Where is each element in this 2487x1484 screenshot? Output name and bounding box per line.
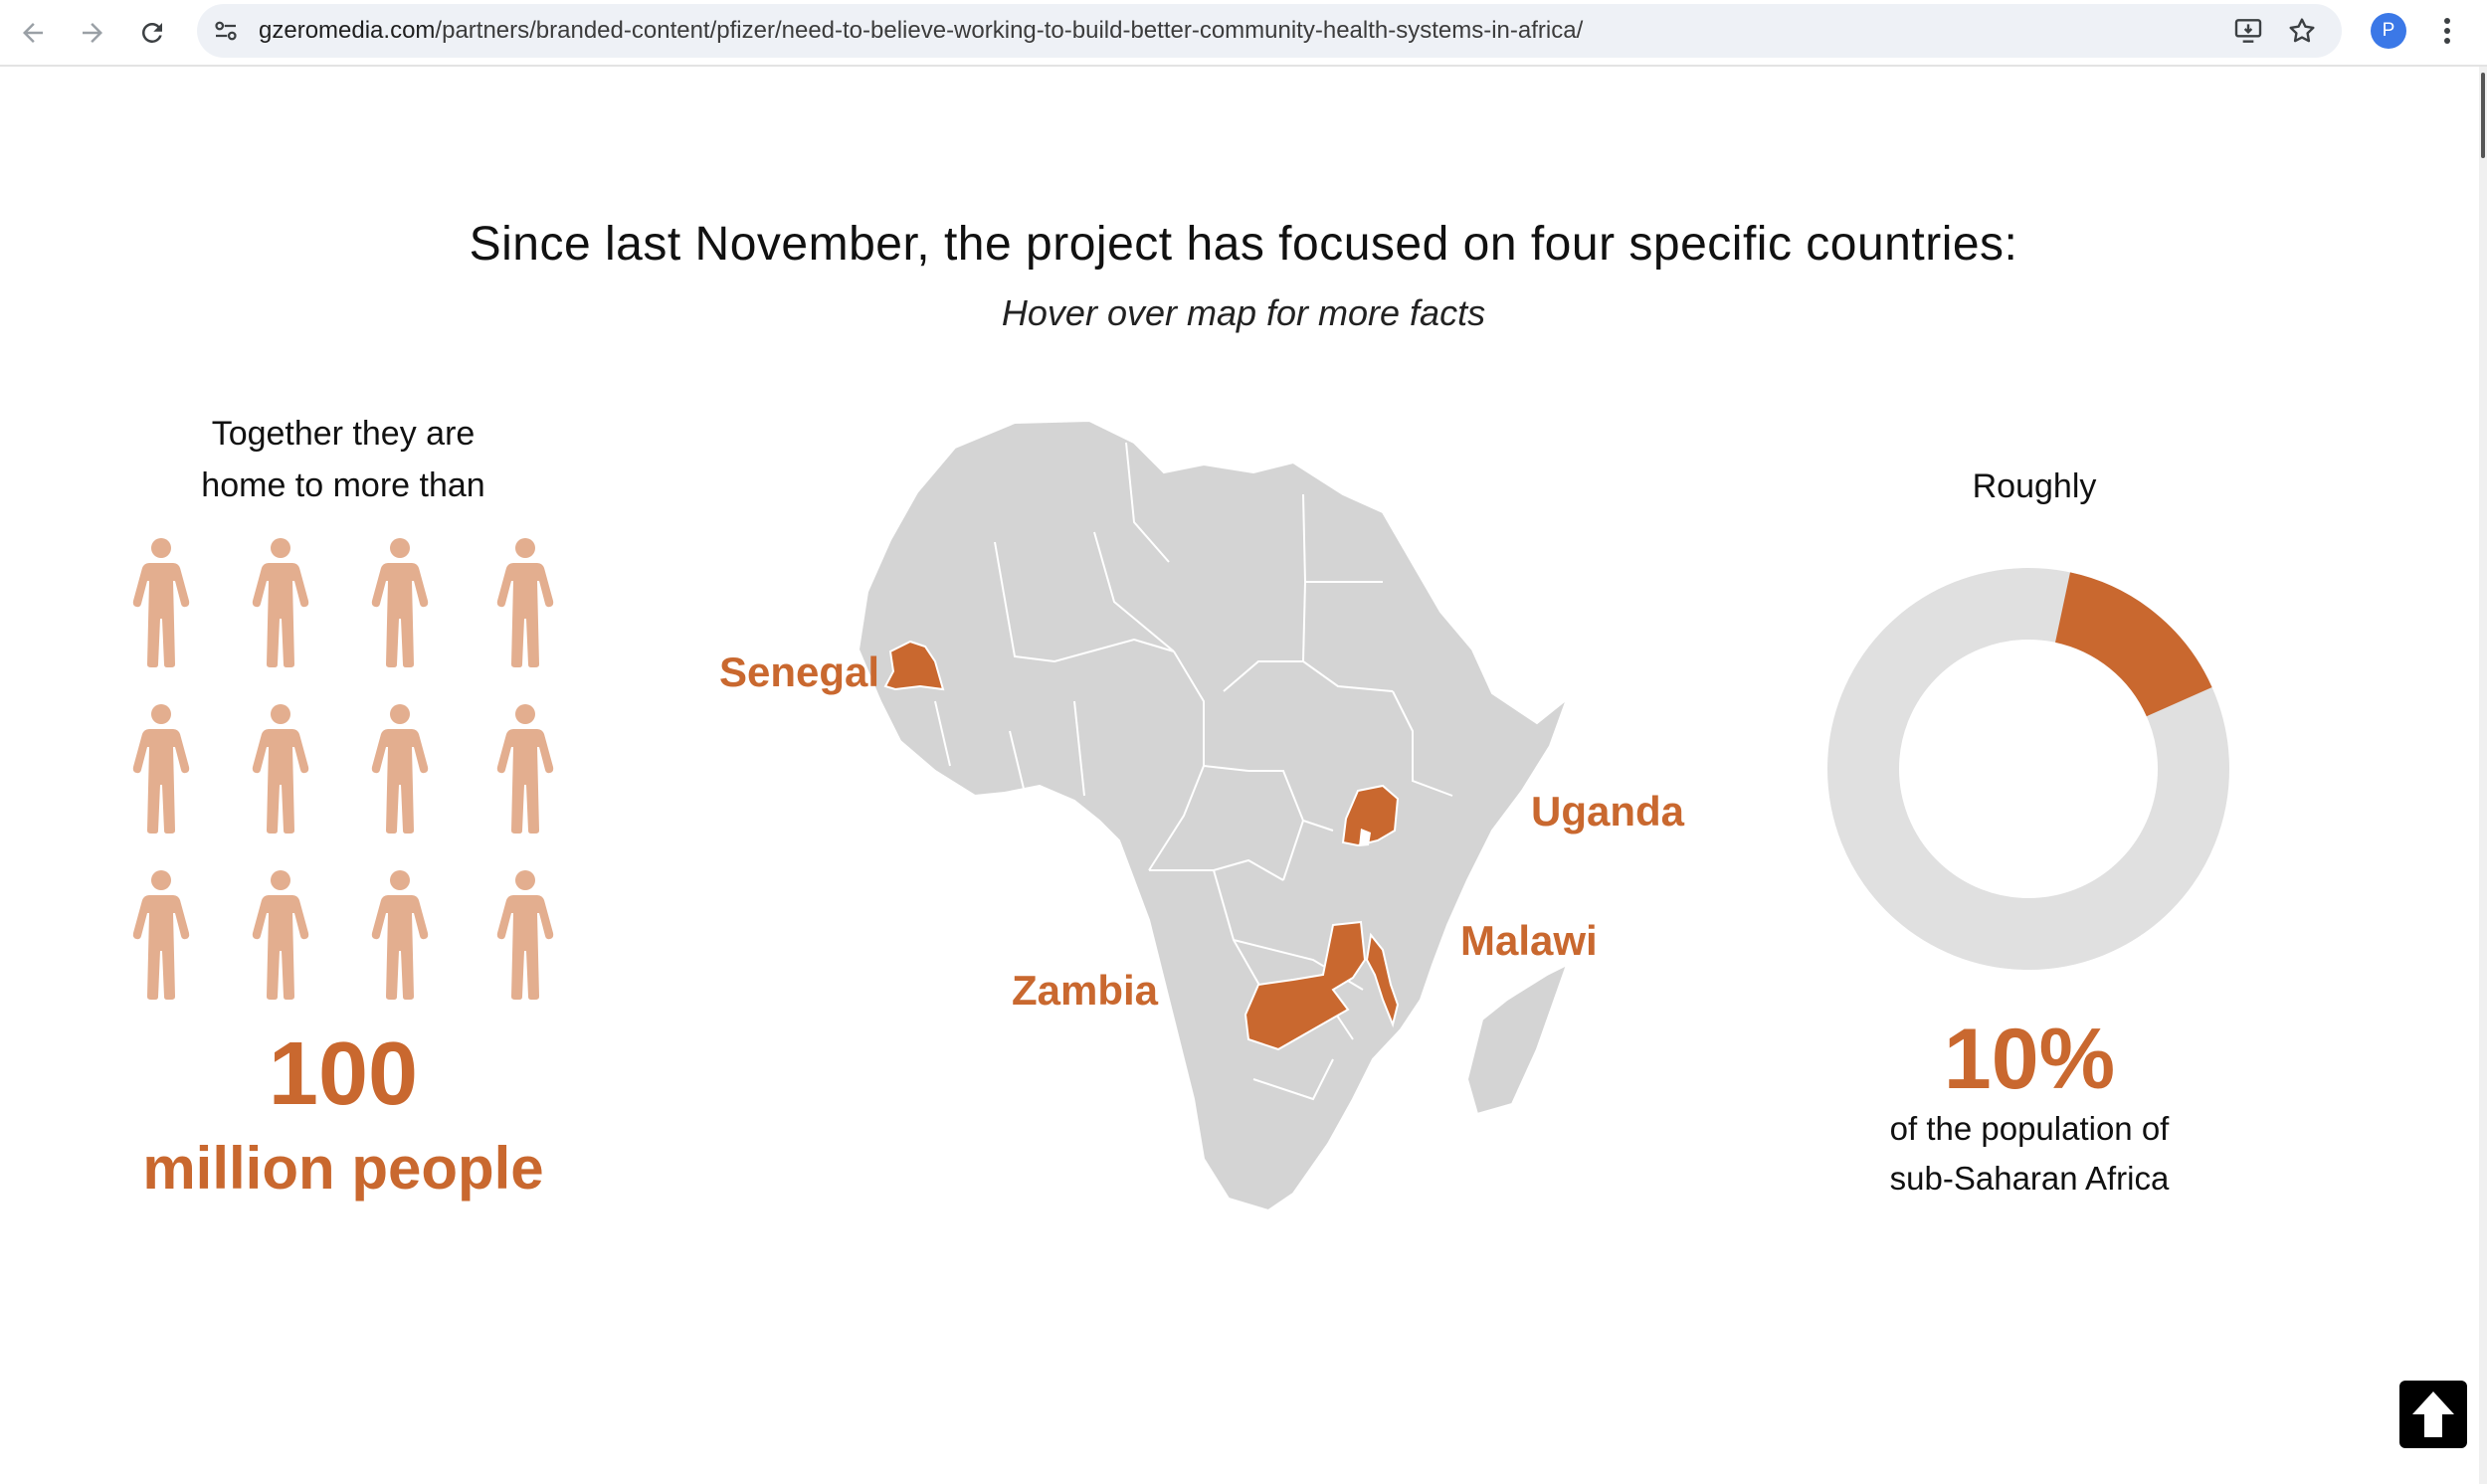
address-bar[interactable]: gzeromedia.com/partners/branded-content/… (197, 4, 2342, 58)
country-label-malawi[interactable]: Malawi (1460, 917, 1598, 964)
population-intro-line2: home to more than (201, 466, 485, 504)
person-icon (371, 870, 429, 1000)
page-scrollbar[interactable] (2479, 67, 2487, 1484)
person-icon (496, 704, 554, 834)
share-percent: 10% (1943, 1012, 2116, 1107)
population-unit: million people (142, 1135, 544, 1202)
population-intro-line1: Together they are (211, 415, 476, 453)
donut-track (1827, 568, 2229, 970)
person-icon (252, 870, 309, 1000)
share-description-line1: of the population of (1889, 1110, 2170, 1147)
site-settings-icon[interactable] (211, 16, 241, 46)
person-icon (132, 538, 190, 667)
highlighted-countries[interactable] (883, 640, 1400, 1051)
profile-avatar[interactable]: P (2371, 13, 2406, 49)
map-hint: Hover over map for more facts (1001, 292, 1486, 333)
zambia-shape[interactable] (1244, 920, 1367, 1051)
person-icon (496, 538, 554, 667)
africa-map[interactable] (696, 403, 1691, 1228)
back-button[interactable] (10, 10, 56, 56)
people-icon-grid (131, 537, 569, 1005)
scrollbar-thumb[interactable] (2481, 73, 2485, 158)
share-intro: Roughly (1972, 467, 2097, 505)
arrow-right-icon (83, 23, 102, 43)
person-icon (132, 704, 190, 834)
malawi-shape[interactable] (1365, 932, 1400, 1028)
arrow-up-icon (2412, 1391, 2454, 1437)
url-text[interactable]: gzeromedia.com/partners/branded-content/… (259, 17, 1583, 45)
madagascar-shape (1465, 962, 1569, 1116)
install-app-icon[interactable] (2232, 15, 2264, 47)
reload-button[interactable] (129, 10, 175, 56)
population-number: 100 (268, 1024, 419, 1124)
forward-button[interactable] (70, 10, 115, 56)
bookmark-star-icon[interactable] (2286, 15, 2318, 47)
person-icon (252, 538, 309, 667)
donut-segment (1827, 568, 2229, 970)
share-description-line2: sub-Saharan Africa (1889, 1160, 2170, 1197)
person-icon (132, 870, 190, 1000)
scroll-to-top-button[interactable] (2399, 1381, 2467, 1448)
lake-victoria-shape (1359, 829, 1371, 846)
browser-menu-button[interactable] (2427, 11, 2467, 51)
reload-icon (142, 22, 162, 43)
share-description: of the population of sub-Saharan Africa (1820, 1104, 2238, 1204)
arrow-left-icon (23, 23, 43, 43)
page-headline: Since last November, the project has foc… (469, 218, 2018, 271)
kebab-menu-icon (2444, 18, 2450, 44)
person-icon (371, 704, 429, 834)
africa-landmass (857, 419, 1570, 1212)
person-icon (496, 870, 554, 1000)
country-label-senegal[interactable]: Senegal (719, 649, 880, 695)
browser-toolbar: gzeromedia.com/partners/branded-content/… (0, 0, 2487, 67)
url-host: gzeromedia.com (259, 17, 436, 44)
country-label-uganda[interactable]: Uganda (1531, 788, 1685, 835)
population-intro: Together they are home to more than (129, 408, 557, 511)
url-path: /partners/branded-content/pfizer/need-to… (435, 17, 1584, 44)
person-icon (252, 704, 309, 834)
uganda-shape[interactable] (1341, 784, 1400, 847)
senegal-shape[interactable] (883, 640, 945, 691)
africa-mainland (857, 419, 1570, 1212)
person-icon (371, 538, 429, 667)
country-label-zambia[interactable]: Zambia (1012, 967, 1159, 1014)
population-share-donut (1827, 568, 2229, 970)
